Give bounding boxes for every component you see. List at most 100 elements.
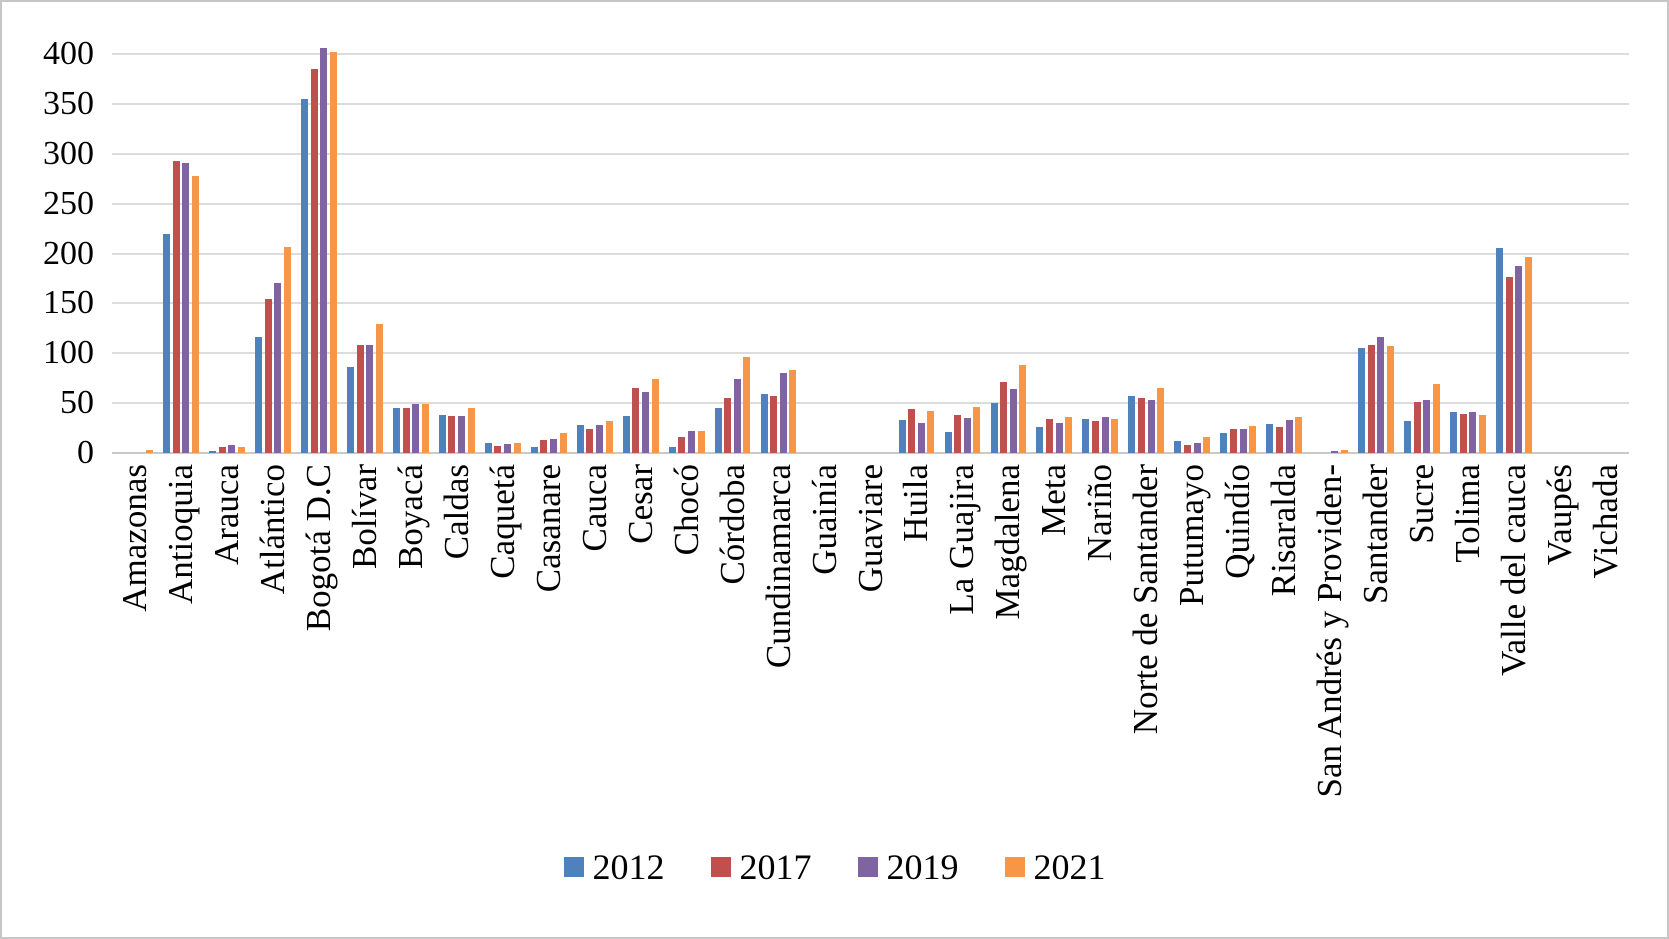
bar-Cauca-2017 xyxy=(586,429,594,453)
y-tick-label-300: 300 xyxy=(43,134,94,172)
gridline-400 xyxy=(112,53,1629,55)
bar-Atlántico-2017 xyxy=(264,299,272,453)
bar-San Andrés y Providen--2019 xyxy=(1331,451,1339,453)
bar-Cesar-2021 xyxy=(651,379,659,453)
x-label-Nariño: Nariño xyxy=(1080,464,1120,562)
bar-Caquetá-2012 xyxy=(484,443,492,453)
bar-Magdalena-2021 xyxy=(1019,365,1027,453)
bar-Magdalena-2012 xyxy=(990,403,998,453)
bar-Caquetá-2019 xyxy=(504,444,512,453)
bar-Valle del cauca-2019 xyxy=(1515,266,1523,453)
bar-Bogotá D.C-2019 xyxy=(320,48,328,453)
bar-Meta-2019 xyxy=(1055,423,1063,453)
y-tick-label-50: 50 xyxy=(60,384,94,422)
bar-Nariño-2017 xyxy=(1092,421,1100,453)
bar-Casanare-2019 xyxy=(550,439,557,453)
bar-Putumayo-2012 xyxy=(1174,441,1182,453)
x-label-Amazonas: Amazonas xyxy=(114,464,154,612)
bar-La Guajira-2017 xyxy=(954,415,962,453)
bar-Nariño-2021 xyxy=(1111,419,1119,453)
bar-Santander-2019 xyxy=(1377,337,1385,453)
bar-Atlántico-2012 xyxy=(254,337,262,453)
x-label-Valle del cauca: Valle del cauca xyxy=(1494,464,1534,676)
bar-Risaralda-2021 xyxy=(1295,417,1303,453)
bar-Bogotá D.C-2021 xyxy=(329,52,337,453)
bar-La Guajira-2021 xyxy=(973,407,981,453)
bar-Arauca-2012 xyxy=(209,451,217,453)
bar-Casanare-2021 xyxy=(559,433,567,453)
gridline-50 xyxy=(112,402,1629,405)
bar-Meta-2012 xyxy=(1036,427,1044,453)
bar-Antioquia-2019 xyxy=(182,162,190,453)
bar-San Andrés y Providen--2021 xyxy=(1341,450,1349,453)
bar-La Guajira-2019 xyxy=(963,418,971,453)
bar-Córdoba-2021 xyxy=(743,357,751,453)
bar-Cundinamarca-2021 xyxy=(789,370,797,453)
y-tick-label-400: 400 xyxy=(43,35,94,72)
legend-item-2019: 2019 xyxy=(857,845,959,889)
bar-La Guajira-2012 xyxy=(944,432,952,453)
bar-Tolima-2019 xyxy=(1469,412,1477,453)
bar-Sucre-2021 xyxy=(1433,384,1441,453)
bar-Risaralda-2017 xyxy=(1275,427,1283,453)
bar-Sucre-2019 xyxy=(1423,400,1431,453)
bar-Sucre-2012 xyxy=(1404,421,1412,453)
x-label-Tolima: Tolima xyxy=(1448,464,1488,563)
x-label-Caldas: Caldas xyxy=(436,464,476,560)
legend-item-2012: 2012 xyxy=(563,845,665,889)
y-tick-label-150: 150 xyxy=(43,284,94,322)
bar-Tolima-2017 xyxy=(1459,414,1467,453)
legend-swatch-2012 xyxy=(563,857,584,877)
bar-Atlántico-2021 xyxy=(283,246,291,453)
x-label-Arauca: Arauca xyxy=(206,464,246,566)
bar-Huila-2019 xyxy=(917,423,925,453)
y-tick-label-250: 250 xyxy=(43,184,94,222)
bar-Valle del cauca-2012 xyxy=(1496,247,1504,453)
bar-Quindío-2017 xyxy=(1229,429,1237,453)
bar-Bolívar-2021 xyxy=(375,324,383,453)
bar-Santander-2017 xyxy=(1367,345,1375,453)
x-label-Vichada: Vichada xyxy=(1586,464,1625,579)
x-label-Quindío: Quindío xyxy=(1218,464,1258,579)
bar-Chocó-2017 xyxy=(678,437,686,453)
bar-Meta-2017 xyxy=(1046,419,1054,453)
x-label-Huila: Huila xyxy=(896,464,936,542)
bar-Norte de Santander-2019 xyxy=(1147,400,1155,453)
x-label-Norte de Santander: Norte de Santander xyxy=(1126,464,1166,735)
bar-Cauca-2012 xyxy=(576,425,584,453)
bar-Bolívar-2012 xyxy=(346,367,354,453)
x-label-Risaralda: Risaralda xyxy=(1264,464,1304,597)
bar-Valle del cauca-2021 xyxy=(1524,257,1532,453)
bar-Caquetá-2017 xyxy=(494,446,502,453)
bar-Tolima-2021 xyxy=(1479,415,1486,453)
y-tick-label-0: 0 xyxy=(77,434,94,471)
bar-Córdoba-2019 xyxy=(733,379,741,453)
bar-Magdalena-2019 xyxy=(1009,389,1017,453)
y-tick-label-100: 100 xyxy=(43,334,94,372)
bar-Cauca-2019 xyxy=(595,425,603,453)
x-label-Meta: Meta xyxy=(1034,464,1074,536)
legend-label-2021: 2021 xyxy=(1033,847,1106,887)
x-label-Cundinamarca: Cundinamarca xyxy=(758,464,798,669)
bar-Norte de Santander-2017 xyxy=(1138,398,1146,453)
bar-Nariño-2019 xyxy=(1101,417,1109,453)
bar-Arauca-2019 xyxy=(228,445,236,453)
gridline-350 xyxy=(112,102,1629,105)
bar-Casanare-2012 xyxy=(530,447,538,453)
legend-label-2019: 2019 xyxy=(886,847,959,887)
bar-Arauca-2021 xyxy=(237,447,245,453)
x-label-Sucre: Sucre xyxy=(1402,464,1442,544)
x-label-Cauca: Cauca xyxy=(574,464,614,552)
bar-Huila-2017 xyxy=(908,409,916,453)
gridline-200 xyxy=(112,252,1629,255)
bar-Cundinamarca-2019 xyxy=(779,373,787,453)
bar-Boyacá-2017 xyxy=(402,408,410,453)
bar-Boyacá-2019 xyxy=(412,404,420,453)
x-label-Córdoba: Córdoba xyxy=(712,464,752,585)
bar-Bogotá D.C-2012 xyxy=(300,98,308,453)
x-label-Santander: Santander xyxy=(1356,464,1396,604)
bar-Putumayo-2017 xyxy=(1183,445,1191,453)
x-label-Vaupés: Vaupés xyxy=(1540,464,1580,566)
bar-Amazonas-2021 xyxy=(145,450,153,453)
bar-Chocó-2021 xyxy=(697,431,705,453)
